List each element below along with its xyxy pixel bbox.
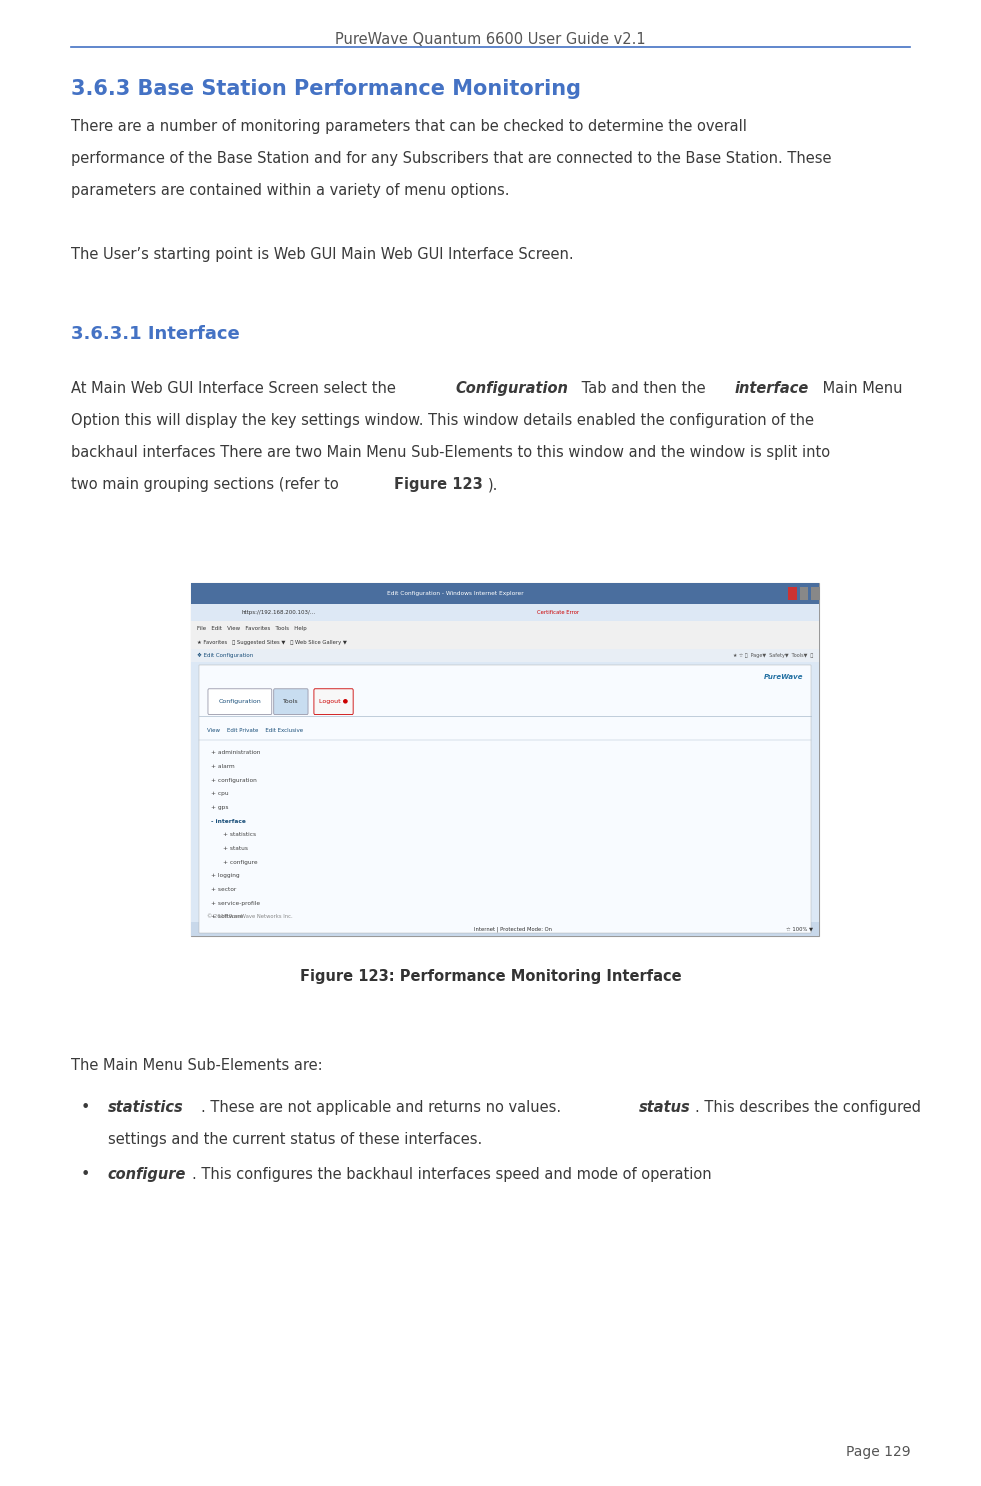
Bar bbox=[191, 621, 819, 636]
Text: The User’s starting point is Web GUI Main Web GUI Interface Screen.: The User’s starting point is Web GUI Mai… bbox=[71, 247, 573, 263]
Text: File   Edit   View   Favorites   Tools   Help: File Edit View Favorites Tools Help bbox=[197, 626, 307, 632]
Text: •: • bbox=[80, 1168, 90, 1183]
Text: Logout ●: Logout ● bbox=[319, 698, 348, 704]
Text: Configuration: Configuration bbox=[219, 698, 261, 704]
Text: At Main Web GUI Interface Screen select the: At Main Web GUI Interface Screen select … bbox=[71, 382, 400, 397]
Text: https://192.168.200.103/...: https://192.168.200.103/... bbox=[241, 611, 316, 615]
Text: Tab and then the: Tab and then the bbox=[577, 382, 710, 397]
Text: + service-profile: + service-profile bbox=[211, 901, 260, 905]
Text: Internet | Protected Mode: On: Internet | Protected Mode: On bbox=[474, 926, 552, 932]
Bar bbox=[191, 649, 819, 663]
Text: ❖ Edit Configuration: ❖ Edit Configuration bbox=[197, 652, 253, 658]
Bar bbox=[788, 587, 797, 600]
Text: + software: + software bbox=[211, 914, 243, 920]
Text: status: status bbox=[639, 1100, 691, 1114]
FancyBboxPatch shape bbox=[314, 690, 353, 715]
Text: settings and the current status of these interfaces.: settings and the current status of these… bbox=[108, 1132, 482, 1147]
Text: + sector: + sector bbox=[211, 887, 236, 892]
Text: Option this will display the key settings window. This window details enabled th: Option this will display the key setting… bbox=[71, 413, 813, 428]
Bar bbox=[191, 921, 819, 936]
Text: . This describes the configured: . This describes the configured bbox=[695, 1100, 921, 1114]
Text: Figure 123: Performance Monitoring Interface: Figure 123: Performance Monitoring Inter… bbox=[299, 969, 682, 984]
Text: . This configures the backhaul interfaces speed and mode of operation: . This configures the backhaul interface… bbox=[192, 1168, 711, 1183]
Text: ★ Favorites   ⭐ Suggested Sites ▼   ⭐ Web Slice Gallery ▼: ★ Favorites ⭐ Suggested Sites ▼ ⭐ Web Sl… bbox=[197, 640, 347, 645]
FancyBboxPatch shape bbox=[208, 690, 272, 715]
Text: Configuration: Configuration bbox=[455, 382, 569, 397]
Text: ☆ 100% ▼: ☆ 100% ▼ bbox=[786, 927, 813, 932]
Text: Page 129: Page 129 bbox=[846, 1446, 910, 1459]
Text: + configure: + configure bbox=[223, 859, 257, 865]
Bar bbox=[191, 583, 819, 936]
Text: + cpu: + cpu bbox=[211, 791, 229, 796]
Text: ).: ). bbox=[488, 477, 498, 492]
Bar bbox=[811, 587, 820, 600]
Text: performance of the Base Station and for any Subscribers that are connected to th: performance of the Base Station and for … bbox=[71, 150, 831, 166]
FancyBboxPatch shape bbox=[274, 690, 308, 715]
Text: •: • bbox=[80, 1100, 90, 1114]
Text: interface: interface bbox=[735, 382, 808, 397]
Text: There are a number of monitoring parameters that can be checked to determine the: There are a number of monitoring paramet… bbox=[71, 119, 747, 134]
Text: ★ ☆ ⭐  Page▼  Safety▼  Tools▼  ❓: ★ ☆ ⭐ Page▼ Safety▼ Tools▼ ❓ bbox=[733, 654, 813, 658]
Text: two main grouping sections (refer to: two main grouping sections (refer to bbox=[71, 477, 343, 492]
Text: PureWave: PureWave bbox=[764, 673, 803, 679]
Bar bbox=[191, 605, 819, 621]
Bar bbox=[800, 587, 808, 600]
Text: + statistics: + statistics bbox=[223, 832, 256, 837]
Bar bbox=[199, 664, 811, 933]
Text: configure: configure bbox=[108, 1168, 186, 1183]
Text: View    Edit Private    Edit Exclusive: View Edit Private Edit Exclusive bbox=[207, 728, 303, 733]
Text: + alarm: + alarm bbox=[211, 764, 234, 768]
Text: parameters are contained within a variety of menu options.: parameters are contained within a variet… bbox=[71, 183, 509, 198]
Text: The Main Menu Sub-Elements are:: The Main Menu Sub-Elements are: bbox=[71, 1058, 322, 1073]
Text: Main Menu: Main Menu bbox=[818, 382, 903, 397]
Text: Certificate Error: Certificate Error bbox=[537, 611, 579, 615]
Text: . These are not applicable and returns no values.: . These are not applicable and returns n… bbox=[201, 1100, 566, 1114]
Text: - interface: - interface bbox=[211, 819, 246, 823]
Text: Tools: Tools bbox=[284, 698, 298, 704]
Text: 3.6.3.1 Interface: 3.6.3.1 Interface bbox=[71, 325, 239, 343]
Bar bbox=[191, 663, 819, 936]
Text: + status: + status bbox=[223, 846, 247, 851]
Text: + logging: + logging bbox=[211, 874, 239, 878]
Text: + gps: + gps bbox=[211, 805, 229, 810]
Text: statistics: statistics bbox=[108, 1100, 183, 1114]
Text: Figure 123: Figure 123 bbox=[394, 477, 483, 492]
Text: 3.6.3 Base Station Performance Monitoring: 3.6.3 Base Station Performance Monitorin… bbox=[71, 79, 581, 98]
Text: © 2010 PureWave Networks Inc.: © 2010 PureWave Networks Inc. bbox=[207, 914, 292, 920]
Bar bbox=[191, 583, 819, 605]
Text: PureWave Quantum 6600 User Guide v2.1: PureWave Quantum 6600 User Guide v2.1 bbox=[336, 31, 645, 48]
Text: backhaul interfaces There are two Main Menu Sub-Elements to this window and the : backhaul interfaces There are two Main M… bbox=[71, 446, 830, 461]
Text: + administration: + administration bbox=[211, 750, 260, 755]
Bar bbox=[191, 636, 819, 649]
Text: Edit Configuration - Windows Internet Explorer: Edit Configuration - Windows Internet Ex… bbox=[387, 591, 523, 596]
Text: + configuration: + configuration bbox=[211, 777, 257, 783]
